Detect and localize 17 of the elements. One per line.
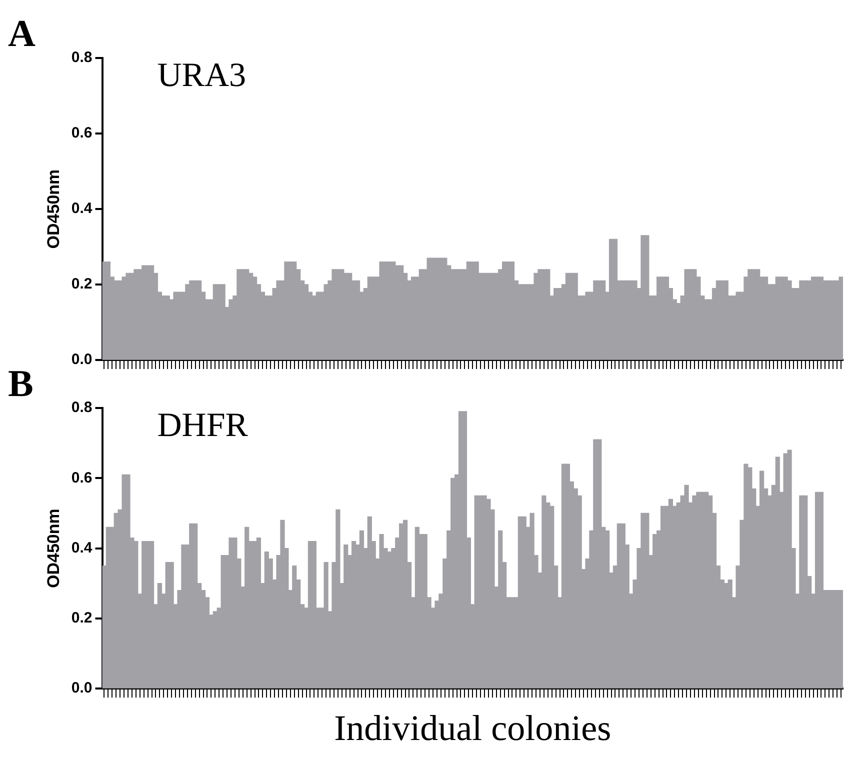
y-axis-title: OD450nm bbox=[44, 169, 63, 249]
x-axis-title: Individual colonies bbox=[334, 708, 612, 748]
y-tick-label: 0.6 bbox=[71, 469, 92, 486]
y-tick-label: 0.4 bbox=[71, 200, 93, 218]
y-tick-label: 0.2 bbox=[71, 610, 92, 627]
y-axis-title: OD450nm bbox=[44, 508, 63, 588]
text: B bbox=[8, 363, 34, 405]
y-tick-label: 0.8 bbox=[71, 399, 92, 416]
y-tick-label: 0.2 bbox=[71, 276, 92, 293]
text: A bbox=[8, 13, 36, 55]
chart-title: DHFR bbox=[157, 407, 248, 444]
chart-title: URA3 bbox=[157, 57, 246, 94]
y-tick-label: 0.0 bbox=[71, 351, 92, 368]
y-tick-label: 0.0 bbox=[71, 680, 92, 697]
y-tick-label: 0.8 bbox=[71, 49, 92, 66]
y-tick-label: 0.6 bbox=[71, 124, 92, 142]
y-tick-label: 0.4 bbox=[71, 539, 93, 556]
